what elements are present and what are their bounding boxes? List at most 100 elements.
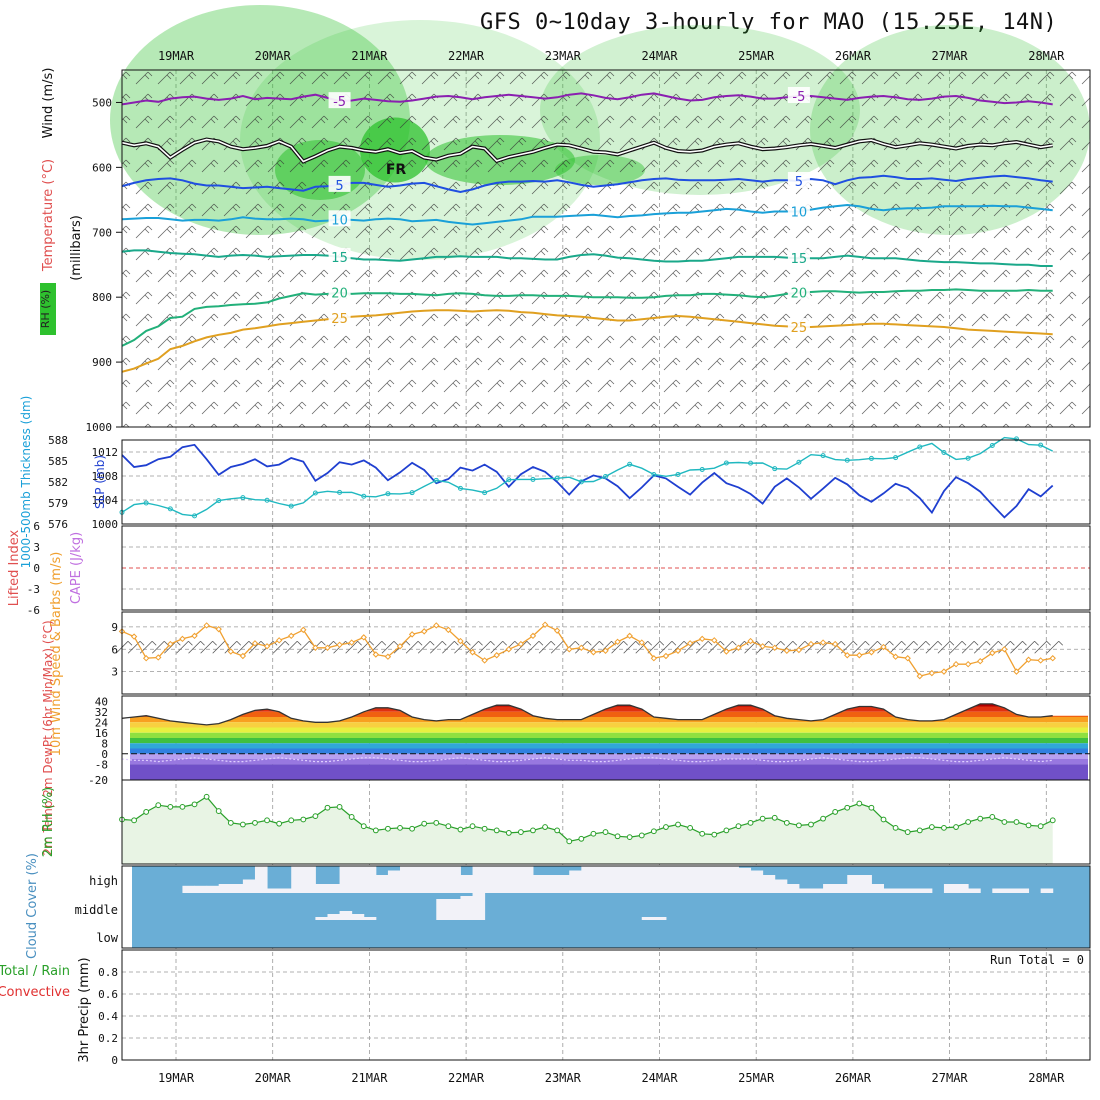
freezing-line-inner (121, 138, 1053, 163)
wind-speed-point (348, 639, 355, 646)
thickness-marker (409, 490, 415, 496)
wind-barb (224, 640, 238, 654)
isotherm-label-bg (787, 202, 810, 219)
rh2m-point (530, 827, 536, 834)
cloud-middle-bar (436, 899, 449, 920)
cape-ylabel: CAPE (J/kg) (69, 532, 84, 604)
cloud-high-bar (738, 867, 752, 893)
rh2m-point (880, 816, 887, 823)
wind-barb (490, 640, 503, 654)
wind-barb (611, 640, 624, 654)
wind-speed-point (191, 632, 198, 640)
labels-layer: 19MAR 19MAR 20MAR 20MAR 21MAR 21MAR 22MAR 22MAR… (0, 49, 1084, 1085)
rh2m-point (276, 820, 283, 827)
pressure-tick-label: 800 (92, 291, 112, 304)
isotherm-5 (121, 174, 1053, 194)
cloud-middle-bar (460, 896, 474, 920)
isotherm-label: 25 (331, 312, 348, 327)
thickness-marker (482, 490, 488, 496)
rh2m-point (808, 821, 814, 828)
wind-barb-flag (405, 640, 411, 646)
isotherm-25 (121, 309, 1053, 373)
precip-legend-convective: Convective (0, 985, 70, 1000)
wind-barb-flag (913, 640, 918, 646)
thickness-marker (893, 455, 899, 461)
wind-barb-flag (550, 640, 556, 646)
cloud-high-bar (762, 875, 776, 893)
upper-panel-frame (121, 69, 1091, 428)
wind-barb (1046, 640, 1060, 654)
rh2m-point (1025, 822, 1032, 829)
wind-speed-point (916, 672, 923, 680)
temp-band (130, 743, 1088, 749)
wind-speed-point (445, 626, 452, 634)
precip-tick-label: 0.4 (98, 1010, 118, 1023)
cloud-high-bar (327, 884, 341, 893)
isotherm-label: 25 (791, 321, 808, 336)
chart-title: GFS 0~10day 3-hourly for MAO (15.25E, 14… (480, 10, 1058, 35)
temp-band (130, 717, 1088, 723)
date-label-bottom: 19MAR (158, 1071, 195, 1085)
cloud-high-bar (279, 888, 292, 893)
wind-barb-flag (1058, 640, 1064, 646)
data-layer: -5 -5 5 5 10 10 15 15 20 20 25 25 (110, 5, 1090, 948)
wind-barb-flag (163, 640, 169, 646)
date-label-top: 22MAR (448, 49, 485, 63)
wind-barb-flag (1022, 640, 1027, 646)
wind-barb-flag (284, 640, 290, 646)
isotherm-label: -5 (333, 95, 346, 110)
cloud-high-bar (218, 884, 232, 893)
pressure-tick-label: 1000 (86, 421, 113, 434)
wind-speed-point (167, 640, 174, 648)
temp-ylabel: 2m Temp 2m DewPt (6hr Min/Max) (°C) (41, 620, 55, 855)
cloud-high-bar (351, 866, 365, 893)
cloud-high-bar (400, 866, 413, 893)
cloud-high-bar (665, 866, 679, 893)
isotherm-label-bg (328, 175, 351, 192)
rh2m-point (457, 826, 464, 833)
rh2m-point (638, 832, 645, 839)
thickness-marker (868, 455, 874, 461)
wind-barb-flag (381, 640, 387, 646)
date-label-bottom: 22MAR (448, 1071, 485, 1085)
wind-barb (1022, 640, 1035, 654)
wind-speed-point (831, 640, 839, 648)
temp-tick-label: 40 (95, 695, 108, 708)
rh2m-point (409, 825, 416, 832)
wind-barb (538, 640, 552, 654)
wind-speed-point (759, 643, 766, 650)
wind-barb-flag (212, 640, 217, 646)
rh2m-point (1049, 817, 1056, 824)
cloud-high-bar (678, 866, 691, 893)
wind-speed-point (747, 637, 754, 645)
wind-barb-flag (587, 640, 592, 646)
rh2m-point (155, 802, 162, 809)
date-label-bottom: 20MAR (255, 1071, 292, 1085)
wind-barb (405, 640, 419, 654)
rh2m-point (493, 827, 500, 834)
cloud-high-bar (267, 888, 280, 893)
thickness-marker (143, 500, 149, 506)
cloud-high-bar (363, 866, 377, 893)
rh2m-point (566, 838, 573, 845)
wind-speed-point (662, 652, 670, 660)
wind-barb-flag (538, 640, 544, 646)
cape-tick-label: 0 (33, 562, 40, 575)
thickness-marker (772, 466, 778, 472)
cloud-middle-bar (351, 914, 365, 920)
wind-barb (442, 640, 455, 654)
wind-speed-point (493, 652, 500, 659)
rh2m-point (711, 831, 718, 838)
isotherm-10 (121, 203, 1053, 226)
cloud-high-bar (907, 888, 921, 893)
wind-speed-point (553, 627, 561, 634)
wind-barb-flag (478, 640, 483, 646)
wind-barb (248, 640, 262, 654)
slp-series (121, 443, 1054, 519)
date-label-top: 28MAR (1028, 49, 1065, 63)
rh2m-point (868, 804, 875, 811)
thickness-marker (748, 460, 754, 466)
isotherm-label: 10 (791, 206, 808, 221)
rh2m-point (699, 830, 706, 837)
